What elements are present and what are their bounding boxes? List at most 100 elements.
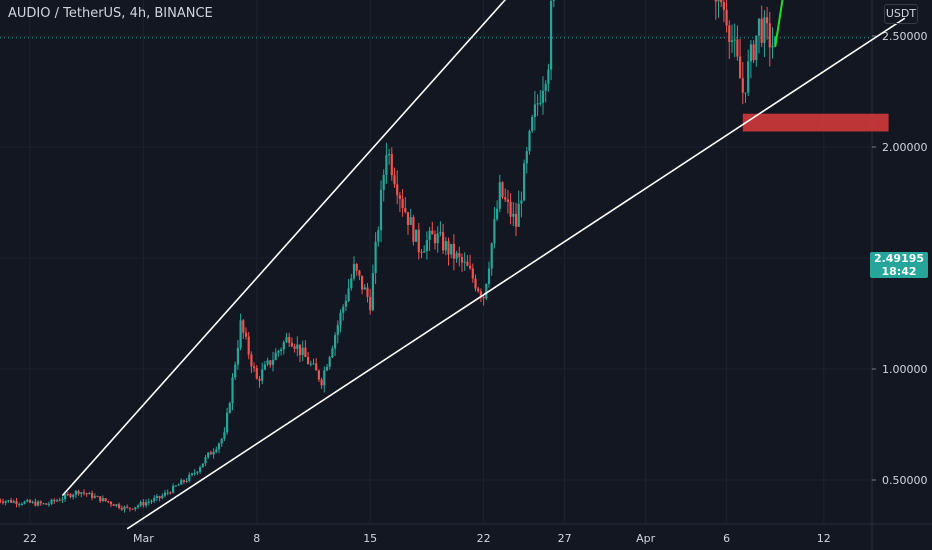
candle-body xyxy=(506,199,509,202)
candle-body xyxy=(450,243,453,255)
candle-body xyxy=(757,18,761,36)
candle-body xyxy=(58,500,61,502)
candle-body xyxy=(536,103,539,105)
x-tick-label: 15 xyxy=(363,532,377,545)
candle-body xyxy=(255,367,258,379)
time-axis: 22 Mar 8 15 22 27 Apr 6 12 xyxy=(23,532,831,545)
candle-body xyxy=(390,154,393,176)
candle-body xyxy=(436,233,439,244)
candle-body xyxy=(528,130,531,152)
last-price-value: 2.49195 xyxy=(873,252,925,265)
candle-body xyxy=(423,251,426,253)
candle-body xyxy=(304,347,307,357)
candle-body xyxy=(104,498,107,501)
candle-body xyxy=(504,197,507,200)
candle-body xyxy=(398,195,401,199)
candle-body xyxy=(182,480,185,482)
candle-body xyxy=(747,61,750,93)
candle-body xyxy=(377,230,380,242)
x-tick-label: 27 xyxy=(558,532,572,545)
candle-body xyxy=(199,467,202,472)
candle-body xyxy=(47,503,50,505)
candle-body xyxy=(288,337,291,343)
candle-body xyxy=(431,230,434,235)
candle-body xyxy=(112,504,115,506)
candle-body xyxy=(433,234,437,244)
candle-body xyxy=(271,359,275,365)
candle-body xyxy=(466,261,469,266)
candle-body xyxy=(188,474,191,481)
candle-body xyxy=(231,377,234,404)
candle-body xyxy=(412,217,415,242)
candle-body xyxy=(320,379,323,386)
x-tick-label: 22 xyxy=(477,532,491,545)
candle-body xyxy=(134,507,137,510)
candle-body xyxy=(401,198,404,209)
candle-body xyxy=(204,457,207,464)
candle-body xyxy=(509,201,512,217)
candle-body xyxy=(80,492,83,494)
candle-body xyxy=(1,501,5,503)
candle-body xyxy=(523,163,526,201)
candle-body xyxy=(444,241,447,251)
candle-body xyxy=(342,306,345,313)
candle-body xyxy=(136,505,140,508)
candle-body xyxy=(514,213,518,227)
candle-body xyxy=(714,0,717,2)
x-tick-label: 6 xyxy=(723,532,730,545)
y-tick-label: 2.50000 xyxy=(882,30,928,43)
candle-body xyxy=(393,175,396,185)
candle-body xyxy=(493,219,496,244)
candle-body xyxy=(128,507,131,509)
candle-body xyxy=(31,501,34,503)
candle-body xyxy=(350,278,353,289)
candle-body xyxy=(190,473,194,475)
candle-body xyxy=(201,463,204,468)
candle-body xyxy=(244,332,248,337)
candle-body xyxy=(771,45,774,48)
currency-button[interactable]: USDT xyxy=(884,4,918,24)
candle-body xyxy=(20,503,23,505)
candle-body xyxy=(82,492,86,494)
candle-body xyxy=(415,229,418,242)
candle-body xyxy=(69,494,72,498)
candle-body xyxy=(296,344,299,349)
candle-body xyxy=(301,347,304,355)
candle-body xyxy=(115,504,118,506)
candle-body xyxy=(358,270,361,276)
candle-body xyxy=(331,348,334,358)
candle-body xyxy=(355,264,358,271)
candle-body xyxy=(328,357,331,367)
candle-body xyxy=(298,344,302,355)
candle-body xyxy=(487,268,491,285)
candle-body xyxy=(382,174,385,190)
candle-body xyxy=(53,499,56,502)
candle-body xyxy=(23,501,26,504)
candle-body xyxy=(269,360,272,365)
candle-body xyxy=(77,490,80,494)
candle-body xyxy=(293,346,296,349)
candle-body xyxy=(352,264,356,279)
candle-body xyxy=(64,494,67,499)
candle-body xyxy=(207,452,210,458)
candle-body xyxy=(336,325,339,336)
candle-body xyxy=(512,213,515,217)
candle-body xyxy=(334,335,337,349)
candle-body xyxy=(228,403,231,413)
candle-body xyxy=(42,503,45,505)
candle-body xyxy=(385,155,388,175)
candle-body xyxy=(250,354,253,367)
candle-body xyxy=(479,291,482,297)
y-tick-label: 1.00000 xyxy=(882,363,928,376)
candle-body xyxy=(91,492,94,498)
candle-body xyxy=(258,378,261,381)
candle-body xyxy=(34,501,37,506)
candle-body xyxy=(452,243,455,259)
candle-body xyxy=(166,492,169,494)
candle-body xyxy=(174,485,177,487)
candle-body xyxy=(439,232,442,234)
candle-body xyxy=(541,90,545,103)
bar-countdown: 18:42 xyxy=(881,265,917,278)
candle-body xyxy=(123,506,126,510)
